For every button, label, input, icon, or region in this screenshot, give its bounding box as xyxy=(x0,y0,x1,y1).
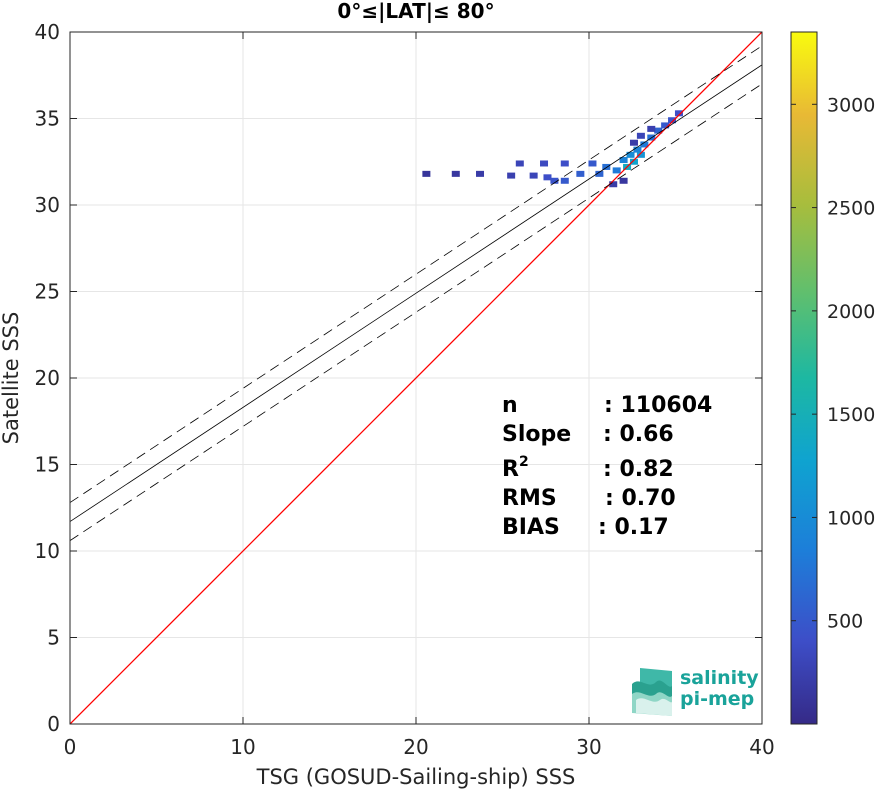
density-point xyxy=(540,160,549,167)
density-point xyxy=(529,172,538,179)
y-tick-label: 30 xyxy=(35,193,60,217)
y-tick-label: 5 xyxy=(47,626,60,650)
x-tick-label: 10 xyxy=(230,735,255,759)
density-point xyxy=(619,177,628,184)
y-tick-label: 25 xyxy=(35,280,60,304)
density-point xyxy=(668,117,677,124)
density-point xyxy=(636,151,645,158)
chart-title: 0°≤|LAT|≤ 80° xyxy=(337,0,494,23)
density-point xyxy=(595,170,604,177)
density-point xyxy=(629,158,638,165)
y-axis-label: Satellite SSS xyxy=(0,312,23,445)
stat-n-label: n xyxy=(502,393,518,418)
density-point xyxy=(674,110,683,117)
x-axis-label: TSG (GOSUD-Sailing-ship) SSS xyxy=(256,765,576,789)
density-point xyxy=(640,141,649,148)
stat-bias-value: : 0.17 xyxy=(598,515,669,540)
density-point xyxy=(636,132,645,139)
density-point xyxy=(647,125,656,132)
density-point xyxy=(602,163,611,170)
y-tick-label: 10 xyxy=(35,539,60,563)
density-point xyxy=(476,170,485,177)
x-tick-label: 30 xyxy=(576,735,601,759)
x-tick-label: 40 xyxy=(749,735,774,759)
density-point xyxy=(629,139,638,146)
stat-r2-label: R2 xyxy=(502,454,529,482)
density-point xyxy=(609,181,618,188)
stat-r2-letter: R xyxy=(502,457,519,482)
regression-line xyxy=(70,64,762,522)
regression-upper-bound xyxy=(70,45,762,503)
logo-text-pimep: pi-mep xyxy=(680,688,754,710)
colorbar-tick-label: 3000 xyxy=(827,94,875,116)
density-point xyxy=(451,170,460,177)
density-point xyxy=(543,174,552,181)
density-point xyxy=(633,146,642,153)
colorbar-tick-label: 1500 xyxy=(827,404,875,426)
y-tick-label: 15 xyxy=(35,453,60,477)
colorbar-tick-label: 2000 xyxy=(827,301,875,323)
wave-logo-icon xyxy=(632,668,672,716)
colorbar-tick-label: 1000 xyxy=(827,507,875,529)
stat-slope-value: : 0.66 xyxy=(603,422,674,447)
density-point xyxy=(626,151,635,158)
density-point xyxy=(661,122,670,129)
stat-bias-label: BIAS xyxy=(502,515,560,540)
stat-r2-value: : 0.82 xyxy=(603,457,674,482)
colorbar-ticks: 500 1000 1500 2000 2500 3000 xyxy=(791,94,875,633)
stat-n-value: : 110604 xyxy=(604,393,712,418)
stat-slope-label: Slope xyxy=(502,422,571,447)
density-point xyxy=(560,160,569,167)
colorbar-tick-label: 2500 xyxy=(827,198,875,220)
density-point xyxy=(550,177,559,184)
density-point xyxy=(515,160,524,167)
density-point xyxy=(619,157,628,164)
stats-box: n : 110604 Slope : 0.66 R2 : 0.82 RMS : … xyxy=(502,393,712,540)
density-point xyxy=(612,167,621,174)
stat-rms-value: : 0.70 xyxy=(605,486,676,511)
y-tick-label: 20 xyxy=(35,366,60,390)
density-point xyxy=(576,170,585,177)
density-point xyxy=(507,172,516,179)
colorbar-tick-label: 500 xyxy=(827,611,863,633)
x-tick-label: 0 xyxy=(64,735,77,759)
stat-r2-superscript: 2 xyxy=(519,454,529,470)
y-tick-label: 0 xyxy=(47,712,60,736)
density-point xyxy=(422,170,431,177)
density-point xyxy=(654,127,663,134)
colorbar xyxy=(790,31,818,725)
density-point xyxy=(588,160,597,167)
salinity-pimep-logo: salinity pi-mep xyxy=(632,667,759,716)
density-point xyxy=(560,177,569,184)
density-points xyxy=(422,110,683,188)
identity-line xyxy=(70,32,762,724)
y-tick-label: 35 xyxy=(35,107,60,131)
x-tick-label: 20 xyxy=(403,735,428,759)
y-tick-label: 40 xyxy=(35,20,60,44)
regression-lower-bound xyxy=(70,83,762,541)
logo-text-salinity: salinity xyxy=(680,667,759,689)
axis-ticks: 0 10 20 30 40 0 5 10 15 20 25 30 35 40 xyxy=(35,20,775,759)
stat-rms-label: RMS xyxy=(502,486,557,511)
